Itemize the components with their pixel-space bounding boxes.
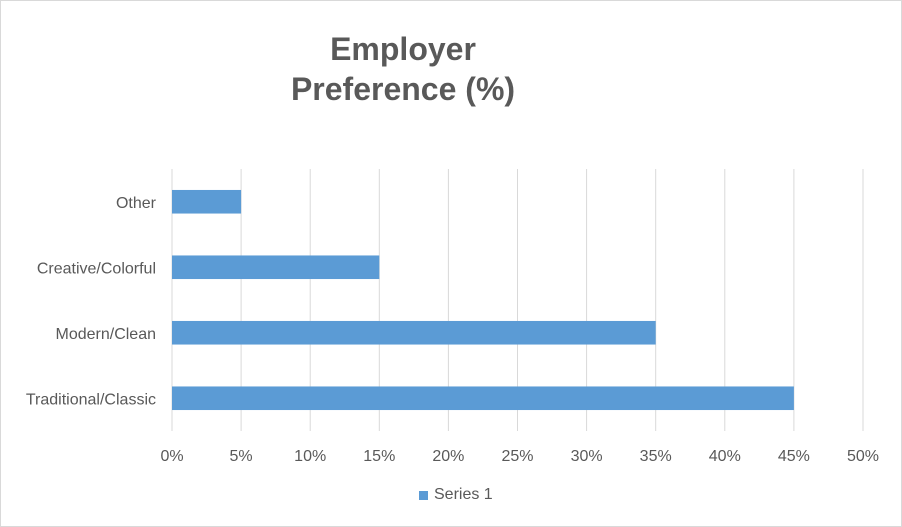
category-label-creative-colorful: Creative/Colorful — [37, 260, 156, 277]
category-label-traditional-classic: Traditional/Classic — [26, 391, 156, 408]
legend-swatch-series-1 — [419, 490, 428, 500]
bar-modern-clean — [172, 320, 656, 345]
x-tick-label-6: 30% — [571, 448, 603, 465]
x-tick-label-0: 0% — [160, 448, 183, 465]
x-tick-label-3: 15% — [363, 448, 395, 465]
x-tick-label-8: 40% — [709, 448, 741, 465]
category-label-modern-clean: Modern/Clean — [56, 326, 157, 343]
bar-other — [172, 189, 242, 214]
x-tick-label-9: 45% — [778, 448, 810, 465]
chart-title-line-2: Preference (%) — [290, 71, 516, 107]
x-tick-label-5: 25% — [501, 448, 533, 465]
legend: Series 1 — [419, 486, 493, 504]
category-label-other: Other — [116, 195, 157, 212]
chart-title-line-1: Employer — [330, 31, 476, 67]
x-tick-label-7: 35% — [640, 448, 672, 465]
x-tick-label-10: 50% — [847, 448, 879, 465]
x-tick-label-4: 20% — [432, 448, 464, 465]
legend-label-series-1: Series 1 — [434, 486, 493, 503]
x-tick-label-2: 10% — [294, 448, 326, 465]
chart-title: Employer Preference (%) — [253, 29, 553, 109]
x-tick-label-1: 5% — [230, 448, 253, 465]
bar-traditional-classic — [172, 386, 794, 411]
bar-creative-colorful — [172, 255, 380, 280]
